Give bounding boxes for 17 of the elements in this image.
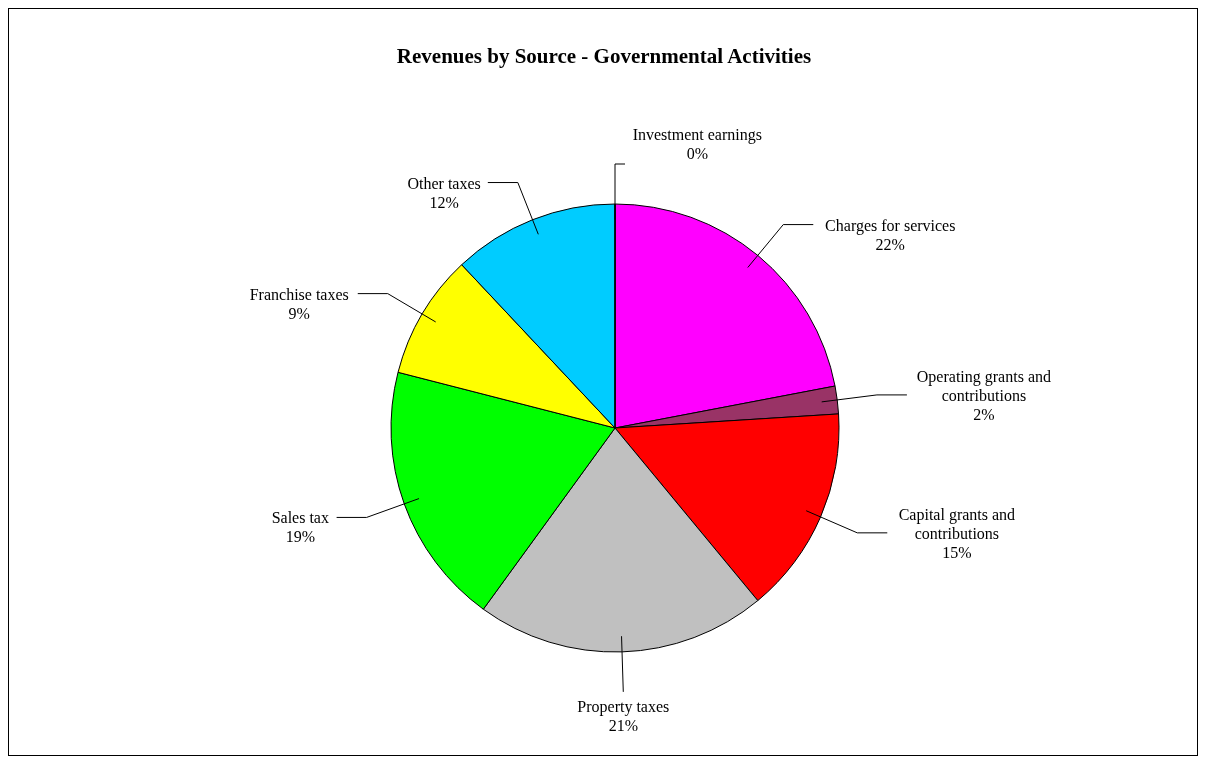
- slice-label: Capital grants and contributions: [898, 505, 1016, 542]
- data-label: 15%: [942, 543, 972, 561]
- slice-label: Charges for services: [825, 216, 956, 235]
- category-label: Investment earnings: [632, 126, 762, 143]
- data-label: 9%: [288, 304, 310, 322]
- slice-label: Franchise taxes: [249, 285, 349, 303]
- slice-label: Operating grants and contributions: [916, 367, 1052, 404]
- data-label: 2%: [973, 405, 995, 423]
- slice-label: Property taxes: [577, 697, 670, 716]
- chart-title: Revenues by Source - Governmental Activities: [396, 44, 812, 68]
- data-label: 21%: [608, 716, 638, 734]
- slice-label: Sales tax: [271, 509, 329, 527]
- data-label: 12%: [429, 193, 459, 211]
- slice-label: Other taxes: [407, 174, 481, 192]
- data-label: 19%: [285, 528, 315, 546]
- data-label: 22%: [875, 235, 905, 253]
- text: 0%: [686, 145, 708, 162]
